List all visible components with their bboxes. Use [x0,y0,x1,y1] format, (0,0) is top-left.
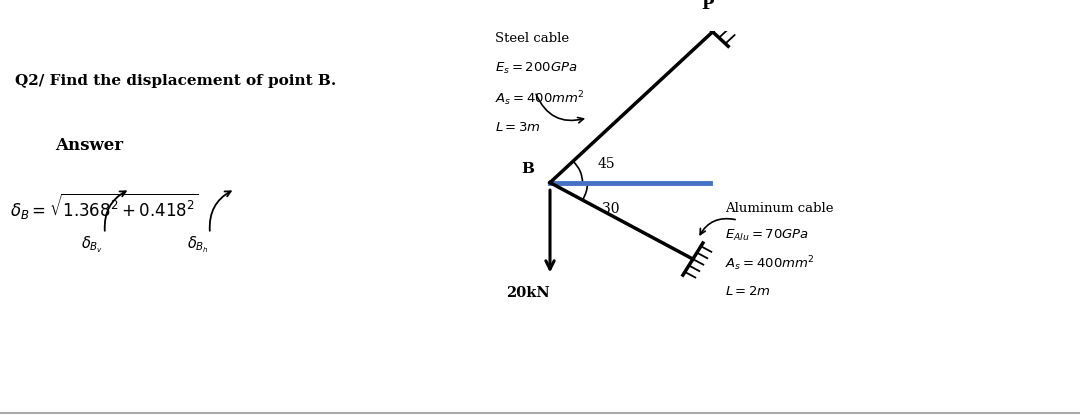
Text: $A_s = 400mm^2$: $A_s = 400mm^2$ [725,254,814,273]
Text: P: P [701,0,714,13]
Text: $E_s = 200GPa$: $E_s = 200GPa$ [495,61,578,76]
Text: B: B [521,162,534,176]
Text: $L = 3m$: $L = 3m$ [495,122,541,134]
Text: $\delta_{B_h}$: $\delta_{B_h}$ [187,234,210,255]
Text: 45: 45 [598,157,616,171]
Text: Q2/ Find the displacement of point B.: Q2/ Find the displacement of point B. [15,74,336,88]
Text: Answer: Answer [55,137,123,154]
Text: $\delta_B = \sqrt{1.368^2 + 0.418^2}$: $\delta_B = \sqrt{1.368^2 + 0.418^2}$ [10,191,199,221]
Text: 20kN: 20kN [507,287,550,300]
Text: $E_{Alu} = 70GPa$: $E_{Alu} = 70GPa$ [725,228,809,243]
Text: $A_s = 400mm^2$: $A_s = 400mm^2$ [495,89,584,108]
Text: $\delta_{B_v}$: $\delta_{B_v}$ [81,234,103,255]
Text: Aluminum cable: Aluminum cable [725,202,834,215]
Text: Steel cable: Steel cable [495,32,569,45]
Text: $L = 2m$: $L = 2m$ [725,285,771,298]
Text: 30: 30 [602,202,620,215]
